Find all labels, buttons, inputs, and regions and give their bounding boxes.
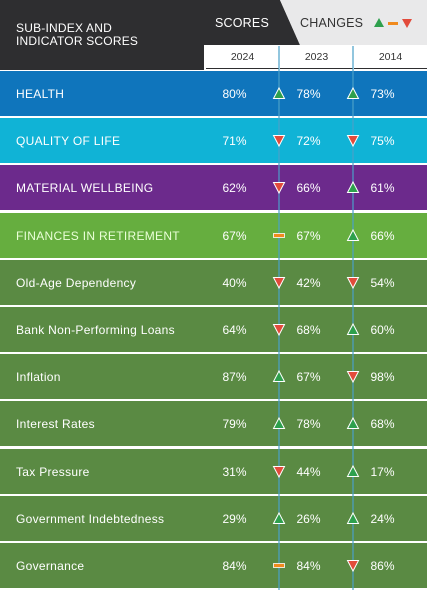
value-cell: 29%: [222, 511, 247, 526]
value-cell: 67%: [222, 228, 247, 243]
value-cell: 60%: [370, 322, 395, 337]
value-cell: 42%: [296, 275, 321, 290]
value-cell: 98%: [370, 369, 395, 384]
row-label: Tax Pressure: [16, 464, 90, 479]
value-cell: 79%: [222, 416, 247, 431]
row-label: Interest Rates: [16, 416, 95, 431]
title-line-2: INDICATOR SCORES: [16, 34, 139, 48]
row-label: HEALTH: [16, 86, 65, 101]
value-cell: 17%: [370, 464, 395, 479]
changes-legend: [374, 18, 412, 28]
value-cell: 54%: [370, 275, 395, 290]
value-cell: 66%: [370, 228, 395, 243]
value-cell: 66%: [296, 180, 321, 195]
triangle-down-icon: [402, 19, 412, 28]
value-cell: 84%: [296, 558, 321, 573]
year-header-2024: 2024: [206, 46, 279, 69]
scores-tab-bg: [204, 0, 300, 45]
row-label: Inflation: [16, 369, 61, 384]
value-cell: 64%: [222, 322, 247, 337]
value-cell: 73%: [370, 86, 395, 101]
value-cell: 68%: [296, 322, 321, 337]
value-cell: 24%: [370, 511, 395, 526]
header-tabs: [204, 0, 427, 45]
value-cell: 80%: [222, 86, 247, 101]
value-cell: 26%: [296, 511, 321, 526]
scores-tab: SCORES: [215, 15, 269, 30]
value-cell: 86%: [370, 558, 395, 573]
changes-tab: CHANGES: [300, 15, 364, 30]
row-label: QUALITY OF LIFE: [16, 133, 121, 148]
value-cell: 61%: [370, 180, 395, 195]
value-cell: 40%: [222, 275, 247, 290]
value-cell: 87%: [222, 369, 247, 384]
value-cell: 62%: [222, 180, 247, 195]
value-cell: 72%: [296, 133, 321, 148]
value-cell: 84%: [222, 558, 247, 573]
triangle-up-icon: [374, 18, 384, 27]
value-cell: 78%: [296, 86, 321, 101]
value-cell: 78%: [296, 416, 321, 431]
row-label: Bank Non-Performing Loans: [16, 322, 175, 337]
value-cell: 67%: [296, 369, 321, 384]
year-header-2014: 2014: [354, 46, 427, 69]
dash-icon: [388, 22, 398, 25]
value-cell: 71%: [222, 133, 247, 148]
row-label: FINANCES IN RETIREMENT: [16, 228, 180, 243]
changes-tab-bg: [280, 0, 427, 45]
row-label: Governance: [16, 558, 85, 573]
table-title: SUB-INDEX AND INDICATOR SCORES: [0, 0, 204, 70]
year-header-2023: 2023: [280, 46, 353, 69]
row-label: MATERIAL WELLBEING: [16, 180, 154, 195]
row-label: Government Indebtedness: [16, 511, 165, 526]
value-cell: 67%: [296, 228, 321, 243]
value-cell: 31%: [222, 464, 247, 479]
title-line-1: SUB-INDEX AND: [16, 21, 112, 35]
value-cell: 44%: [296, 464, 321, 479]
row-label: Old-Age Dependency: [16, 275, 137, 290]
value-cell: 75%: [370, 133, 395, 148]
value-cell: 68%: [370, 416, 395, 431]
